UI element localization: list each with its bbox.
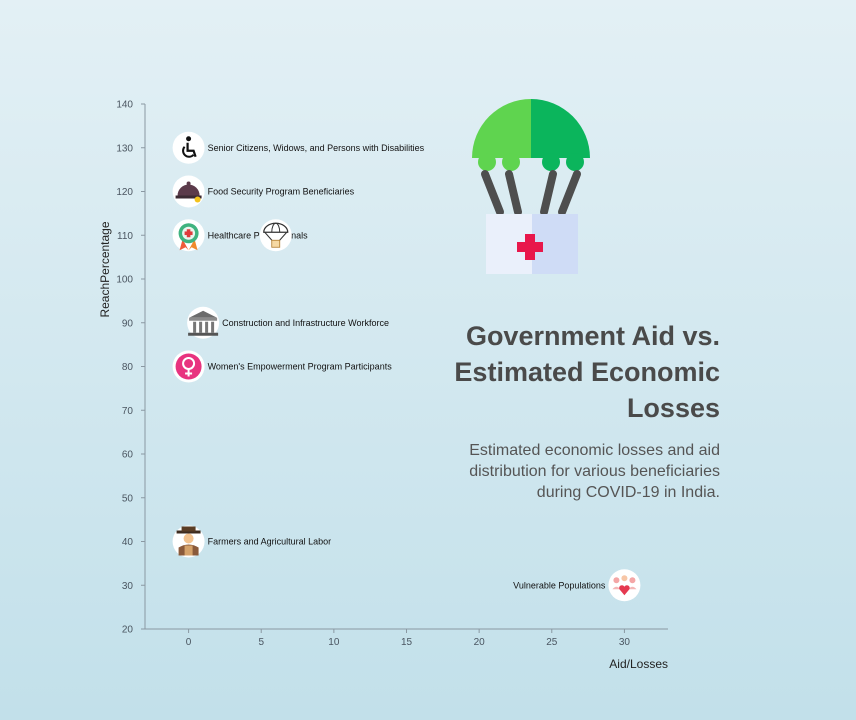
point-label: Healthcare Professionals: [208, 230, 309, 240]
data-point: [172, 175, 205, 208]
farmer-icon: [176, 526, 201, 556]
x-tick-label: 15: [401, 637, 413, 648]
medical-badge-icon: [178, 223, 199, 251]
point-label: Vulnerable Populations: [513, 580, 606, 590]
point-label: Women's Empowerment Program Participants: [208, 362, 393, 372]
axes: 20 30 40 50 60 70 80 90 100 110 120 130 140 0 5 10 15 20 2…: [98, 100, 668, 671]
data-point: [172, 525, 205, 558]
y-tick-label: 30: [122, 581, 134, 592]
chart-title: Government Aid vs. Estimated Economic Lo…: [454, 321, 720, 423]
y-tick-label: 130: [116, 143, 133, 154]
y-axis-title: ReachPercentage: [98, 221, 112, 317]
data-point: [608, 569, 641, 602]
x-tick-label: 0: [186, 637, 192, 648]
y-tick-label: 40: [122, 537, 134, 548]
point-marker: [259, 219, 292, 252]
x-tick-label: 25: [546, 637, 558, 648]
data-point: [259, 219, 292, 252]
y-tick-label: 70: [122, 406, 134, 417]
data-point: [172, 219, 205, 252]
y-tick-label: 140: [116, 100, 133, 111]
female-symbol-icon: [175, 353, 202, 380]
parachute-aid-icon: [468, 98, 594, 281]
bank-building-icon: [188, 310, 219, 336]
y-tick-label: 100: [116, 275, 133, 286]
y-tick-label: 80: [122, 362, 134, 373]
data-points: Senior Citizens, Widows, and Persons wit…: [172, 131, 641, 602]
wheelchair-icon: [182, 136, 197, 158]
point-label: Senior Citizens, Widows, and Persons wit…: [208, 143, 425, 153]
x-tick-label: 30: [619, 637, 631, 648]
point-label: Construction and Infrastructure Workforc…: [222, 318, 389, 328]
point-label: Food Security Program Beneficiaries: [208, 187, 355, 197]
data-point: [172, 350, 205, 383]
food-cloche-icon: [175, 181, 202, 203]
data-point: [187, 306, 220, 339]
parachute-aid-icon: [263, 222, 289, 248]
x-tick-label: 20: [474, 637, 486, 648]
point-marker: [608, 569, 641, 602]
data-point: [172, 131, 205, 164]
y-tick-label: 60: [122, 450, 134, 461]
x-tick-label: 5: [258, 637, 264, 648]
y-tick-label: 90: [122, 318, 134, 329]
x-tick-label: 10: [328, 637, 340, 648]
x-axis-title: Aid/Losses: [609, 657, 668, 671]
y-tick-label: 50: [122, 493, 134, 504]
point-label: Farmers and Agricultural Labor: [208, 537, 332, 547]
community-heart-icon: [612, 575, 637, 596]
y-tick-label: 20: [122, 625, 134, 636]
y-tick-label: 120: [116, 187, 133, 198]
y-tick-label: 110: [117, 231, 133, 242]
chart-subtitle: Estimated economic losses and aid distri…: [469, 442, 720, 501]
